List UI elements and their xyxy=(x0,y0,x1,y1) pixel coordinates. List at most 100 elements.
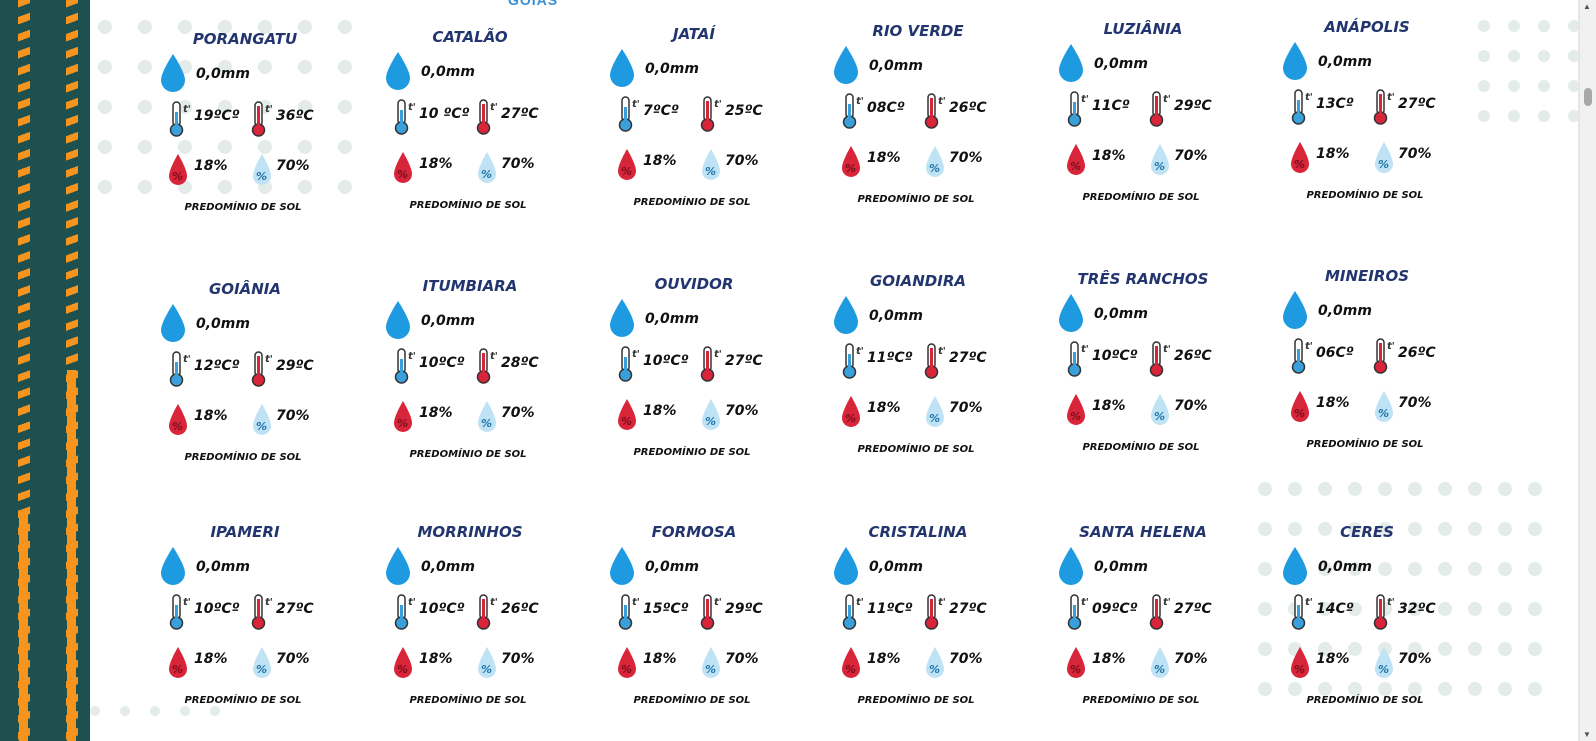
red-humidity-drop-icon: % xyxy=(839,144,863,184)
blue-humidity-drop-icon: % xyxy=(250,645,274,685)
blue-humidity-drop-icon: % xyxy=(699,147,723,187)
rainfall-value: 0,0mm xyxy=(645,311,699,327)
svg-text:%: % xyxy=(621,663,632,676)
weather-card: CATALÃO 0,0mm t' 10 ºCº t' 27ºC % 18% % … xyxy=(355,28,555,228)
decorative-dot xyxy=(218,20,232,34)
decorative-dot xyxy=(1468,482,1482,496)
vertical-scrollbar[interactable]: ▲ ▼ xyxy=(1579,0,1596,741)
decorative-dot xyxy=(338,100,352,114)
svg-text:t': t' xyxy=(856,96,864,107)
decorative-dot xyxy=(1468,522,1482,536)
decorative-dot xyxy=(1478,80,1490,92)
decorative-dot xyxy=(1538,20,1550,32)
scroll-down-arrow-icon[interactable]: ▼ xyxy=(1583,730,1591,739)
decorative-dot xyxy=(178,140,192,154)
svg-text:t': t' xyxy=(408,351,416,362)
min-temperature: 11ºCº xyxy=(867,601,913,617)
svg-text:t': t' xyxy=(632,597,640,608)
decorative-dot xyxy=(258,20,272,34)
decorative-dot xyxy=(1498,562,1512,576)
blue-humidity-drop-icon: % xyxy=(699,645,723,685)
svg-text:t': t' xyxy=(1081,344,1089,355)
min-temperature: 14Cº xyxy=(1316,601,1354,617)
min-humidity: 18% xyxy=(419,405,453,421)
thermometer-cold-icon: t' xyxy=(393,98,419,140)
red-humidity-drop-icon: % xyxy=(391,645,415,685)
max-humidity: 70% xyxy=(1398,395,1432,411)
min-temperature: 19ºCº xyxy=(194,108,240,124)
weather-card: SANTA HELENA 0,0mm t' 09ºCº t' 27ºC % 18… xyxy=(1028,523,1228,723)
thermometer-hot-icon: t' xyxy=(250,593,276,635)
svg-text:%: % xyxy=(1294,158,1305,171)
thermometer-hot-icon: t' xyxy=(923,342,949,384)
weather-card: LUZIÂNIA 0,0mm t' 11Cº t' 29ºC % 18% % 7… xyxy=(1028,20,1228,220)
weather-condition: PREDOMÍNIO DE SOL xyxy=(184,202,302,213)
stripe-solid-right xyxy=(67,370,76,741)
decorative-dot xyxy=(138,180,152,194)
min-humidity: 18% xyxy=(1092,651,1126,667)
thermometer-cold-icon: t' xyxy=(617,345,643,387)
decorative-dot xyxy=(338,60,352,74)
svg-text:t': t' xyxy=(1305,92,1313,103)
decorative-dot xyxy=(1258,562,1272,576)
thermometer-hot-icon: t' xyxy=(923,593,949,635)
decorative-dot xyxy=(1538,110,1550,122)
min-temperature: 10ºCº xyxy=(419,601,465,617)
svg-text:t': t' xyxy=(632,349,640,360)
svg-text:%: % xyxy=(1378,407,1389,420)
city-name: TRÊS RANCHOS xyxy=(1077,270,1209,288)
decorative-dot xyxy=(210,706,220,716)
decorative-dot xyxy=(98,20,112,34)
svg-text:t': t' xyxy=(183,354,191,365)
decorative-dot xyxy=(1318,562,1332,576)
decorative-dot xyxy=(98,60,112,74)
decorative-dot xyxy=(1568,20,1580,32)
decorative-dot xyxy=(338,20,352,34)
max-humidity: 70% xyxy=(1398,146,1432,162)
rainfall-value: 0,0mm xyxy=(1094,559,1148,575)
max-humidity: 70% xyxy=(501,651,535,667)
thermometer-cold-icon: t' xyxy=(617,95,643,137)
weather-condition: PREDOMÍNIO DE SOL xyxy=(633,695,751,706)
decorative-dot xyxy=(1288,682,1302,696)
decorative-dot xyxy=(1528,682,1542,696)
decorative-dot xyxy=(1348,522,1362,536)
svg-text:t': t' xyxy=(1387,341,1395,352)
weather-card: MORRINHOS 0,0mm t' 10ºCº t' 26ºC % 18% %… xyxy=(355,523,555,723)
decorative-dot xyxy=(1288,522,1302,536)
max-humidity: 70% xyxy=(1398,651,1432,667)
min-humidity: 18% xyxy=(867,150,901,166)
svg-text:%: % xyxy=(1154,663,1165,676)
city-name: RIO VERDE xyxy=(872,22,964,40)
svg-text:%: % xyxy=(172,663,183,676)
decorative-dot xyxy=(180,706,190,716)
weather-card: PORANGATU 0,0mm t' 19ºCº t' 36ºC % 18% %… xyxy=(130,30,330,230)
decorative-dot xyxy=(298,140,312,154)
decorative-dot xyxy=(258,60,272,74)
left-decorative-stripe xyxy=(0,0,90,741)
thermometer-hot-icon: t' xyxy=(699,95,725,137)
city-name: MORRINHOS xyxy=(417,523,523,541)
max-temperature: 27ºC xyxy=(1398,96,1436,112)
weather-card: RIO VERDE 0,0mm t' 08Cº t' 26ºC % 18% % … xyxy=(803,22,1003,222)
svg-text:t': t' xyxy=(265,597,273,608)
scroll-up-arrow-icon[interactable]: ▲ xyxy=(1583,2,1591,11)
max-humidity: 70% xyxy=(949,400,983,416)
decorative-dot xyxy=(1478,110,1490,122)
max-temperature: 27ºC xyxy=(1174,601,1212,617)
svg-text:%: % xyxy=(1070,160,1081,173)
svg-text:%: % xyxy=(1154,160,1165,173)
decorative-dot xyxy=(1348,482,1362,496)
water-drop-icon xyxy=(1056,42,1086,88)
svg-text:t': t' xyxy=(265,354,273,365)
decorative-dot xyxy=(338,180,352,194)
min-humidity: 18% xyxy=(1092,148,1126,164)
svg-text:t': t' xyxy=(1163,344,1171,355)
max-temperature: 29ºC xyxy=(276,358,314,374)
min-temperature: 10ºCº xyxy=(194,601,240,617)
scrollbar-thumb[interactable] xyxy=(1584,88,1592,106)
decorative-dot xyxy=(1258,522,1272,536)
min-temperature: 10ºCº xyxy=(643,353,689,369)
decorative-dot xyxy=(138,20,152,34)
max-temperature: 29ºC xyxy=(725,601,763,617)
